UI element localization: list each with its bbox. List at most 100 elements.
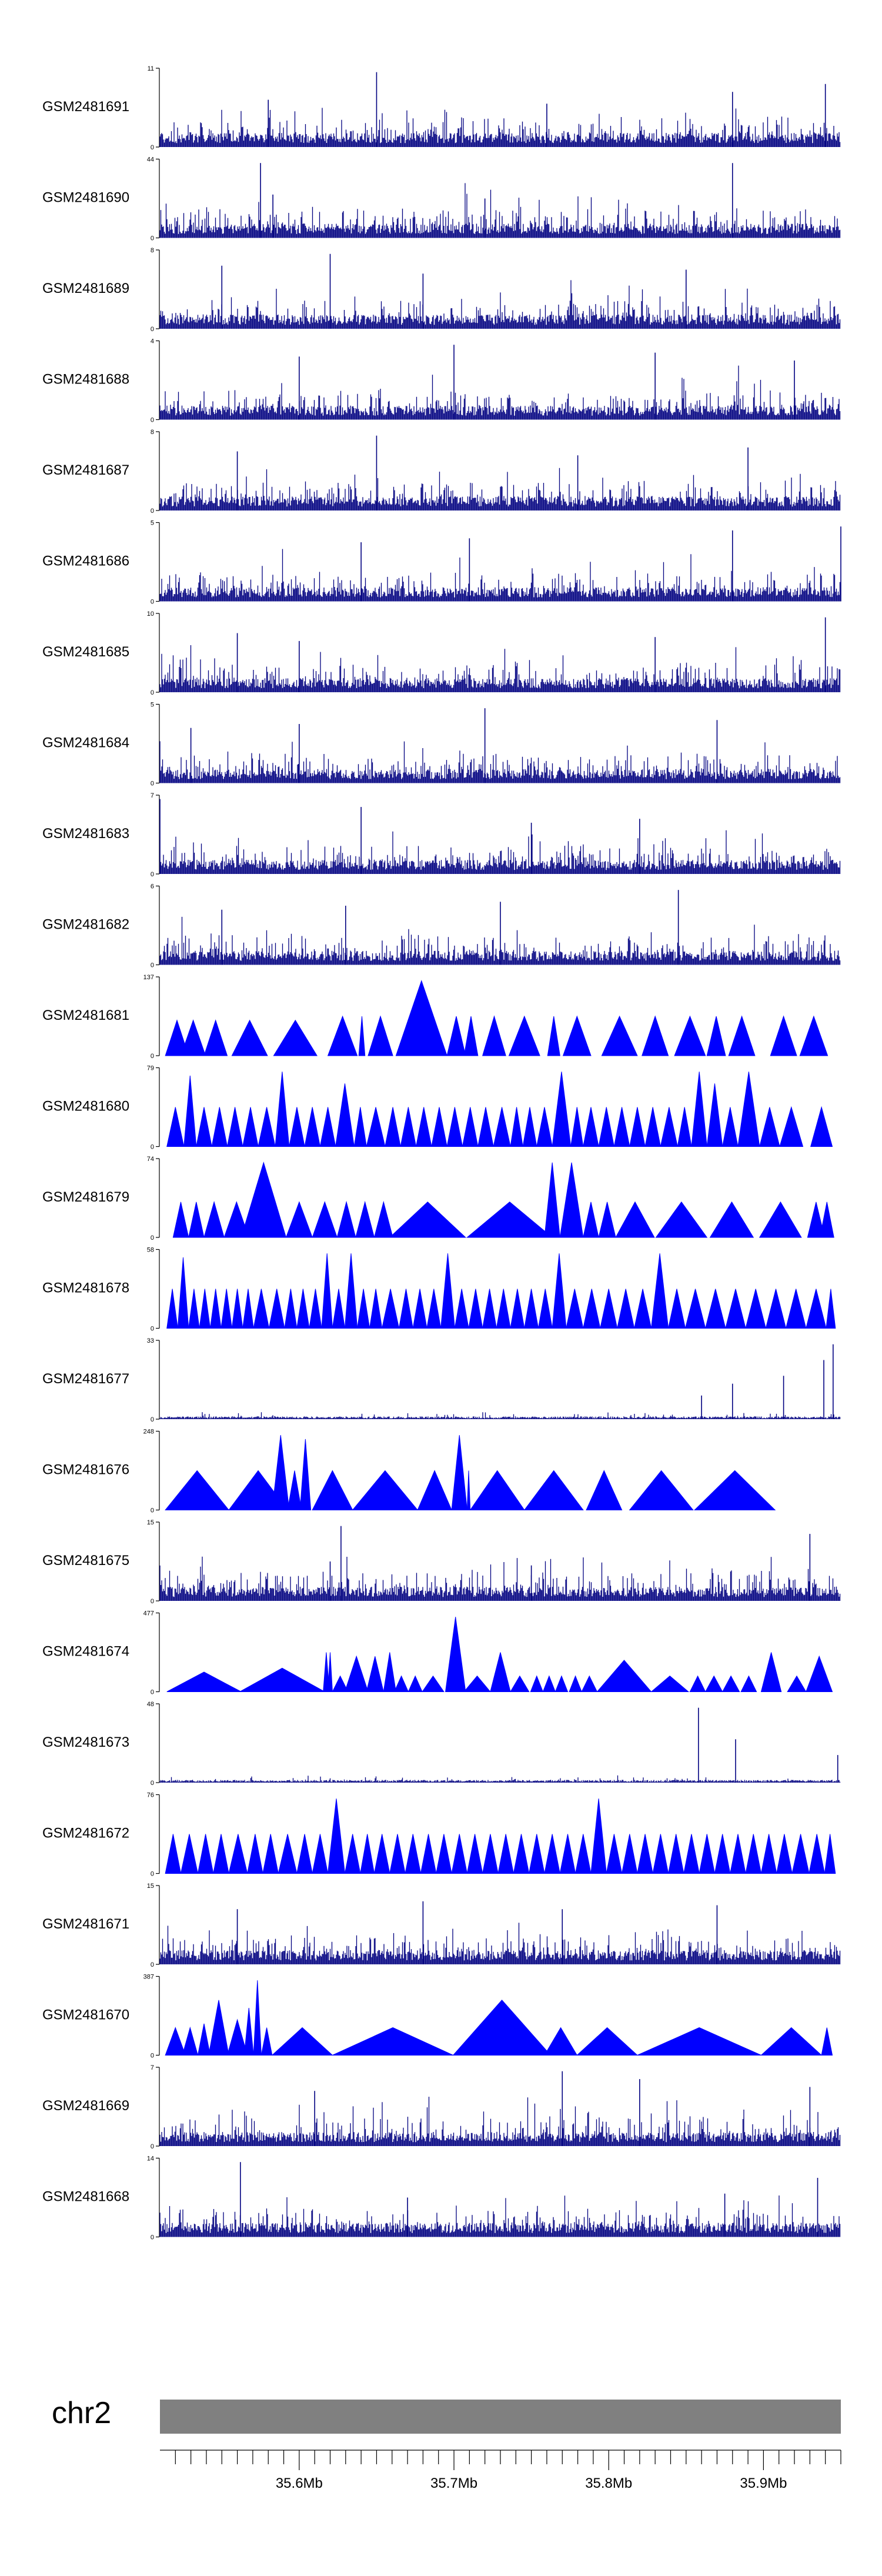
track-GSM2481683: GSM2481683 7 0 [42,792,841,878]
coverage-peak [730,1834,746,1874]
coverage-peak [621,1834,638,1874]
track-label: GSM2481687 [42,462,129,478]
coverage-peak [826,1289,836,1329]
coverage-peak [296,1834,313,1874]
coverage-peak [683,1834,700,1874]
coverage-peak [547,1016,560,1056]
coverage-peak [165,1019,189,1056]
coverage-peak [407,1675,423,1692]
coverage-peak [634,1289,652,1329]
coverage-peak [779,1106,804,1147]
coverage-peak [552,1253,567,1329]
coverage-peak [203,1019,228,1056]
track-GSM2481679: GSM2481679 74 0 [42,1156,834,1242]
track-label: GSM2481674 [42,1644,129,1660]
coverage-peak [385,1107,401,1147]
coverage-peak [667,1834,684,1874]
coverage-peak [477,1107,494,1147]
coverage-peak [510,1107,523,1147]
coverage-peak [537,1289,553,1329]
coverage-peak [199,1289,211,1329]
y-axis-max-label: 10 [147,610,154,618]
coverage-peak [332,1289,346,1329]
coverage-peak [524,1289,539,1329]
coverage-peak [400,1107,417,1147]
coverage-peak [745,1289,767,1329]
coverage-peak [706,1016,726,1056]
coverage-peak [544,2027,578,2056]
coverage-peak [576,2027,639,2056]
coverage-bars [159,549,841,602]
coverage-peak [583,1289,601,1329]
axis-tick-label: 35.7Mb [430,2475,477,2491]
track-label: GSM2481690 [42,190,129,206]
axis-tick-label: 35.8Mb [585,2475,632,2491]
coverage-peak [299,1439,312,1510]
coverage-peak [544,1834,560,1874]
coverage-peak [420,1834,437,1874]
coverage-peak [493,1107,511,1147]
coverage-peak [166,1289,178,1329]
coverage-peak [366,1107,386,1147]
track-label: GSM2481675 [42,1553,129,1569]
coverage-peak [285,1201,313,1238]
coverage-peak [808,1834,826,1874]
coverage-peak [651,1253,669,1329]
y-axis-min-label: 0 [151,1144,154,1151]
coverage-peak [791,1834,810,1874]
coverage-peak [765,1289,787,1329]
coverage-peak [431,1107,447,1147]
coverage-peak [810,1106,833,1147]
data-tracks: GSM2481691110GSM2481690440GSM248168980GS… [42,65,841,2241]
coverage-peak [360,1834,375,1874]
coverage-peak [412,1289,427,1329]
coverage-peak [613,1107,630,1147]
coverage-peak [510,1675,530,1692]
coverage-peak [177,1257,189,1329]
y-axis-min-label: 0 [151,1598,154,1605]
coverage-peak [228,1470,289,1510]
axis-tick-label: 35.9Mb [740,2475,787,2491]
coverage-peak [422,1675,445,1692]
coverage-bars [159,108,841,147]
y-axis-min-label: 0 [151,962,154,969]
track-GSM2481685: GSM2481685 10 0 [42,610,841,696]
track-GSM2481684: GSM2481684 5 0 [42,702,841,788]
coverage-peak [770,1015,797,1056]
y-axis-min-label: 0 [151,2143,154,2150]
track-label: GSM2481677 [42,1371,129,1387]
track-GSM2481681: GSM2481681 137 0 [42,974,828,1060]
track-label: GSM2481688 [42,372,129,388]
coverage-peak [468,1289,483,1329]
coverage-peak [590,1798,607,1874]
coverage-peak [566,1289,584,1329]
coverage-peak [383,1652,396,1692]
coverage-peak [497,1834,514,1874]
coverage-peak [328,1652,333,1692]
coverage-peak [165,1470,230,1510]
coverage-peak [271,2027,333,2056]
coverage-peak [223,1201,250,1238]
coverage-peak [278,1834,298,1874]
coverage-peak [542,1675,556,1692]
track-label: GSM2481672 [42,1826,129,1841]
coverage-bars [159,468,841,510]
y-axis-min-label: 0 [151,1780,154,1787]
coverage-peak [637,1834,653,1874]
y-axis-min-label: 0 [151,508,154,515]
y-axis-max-label: 137 [143,974,154,981]
coverage-peak [182,2026,199,2056]
y-axis-min-label: 0 [151,2053,154,2060]
coverage-peak [357,1289,370,1329]
coverage-peak [188,1202,205,1238]
coverage-peak [799,1015,828,1056]
y-axis-min-label: 0 [151,1507,154,1514]
track-GSM2481669: GSM2481669 7 0 [42,2064,841,2150]
coverage-peak [312,1834,329,1874]
coverage-peak [268,1289,285,1329]
y-axis-max-label: 48 [147,1701,154,1708]
coverage-peak [211,1107,228,1147]
coverage-peak [644,1107,662,1147]
coverage-peak [321,1253,333,1329]
coverage-peak [482,1834,499,1874]
